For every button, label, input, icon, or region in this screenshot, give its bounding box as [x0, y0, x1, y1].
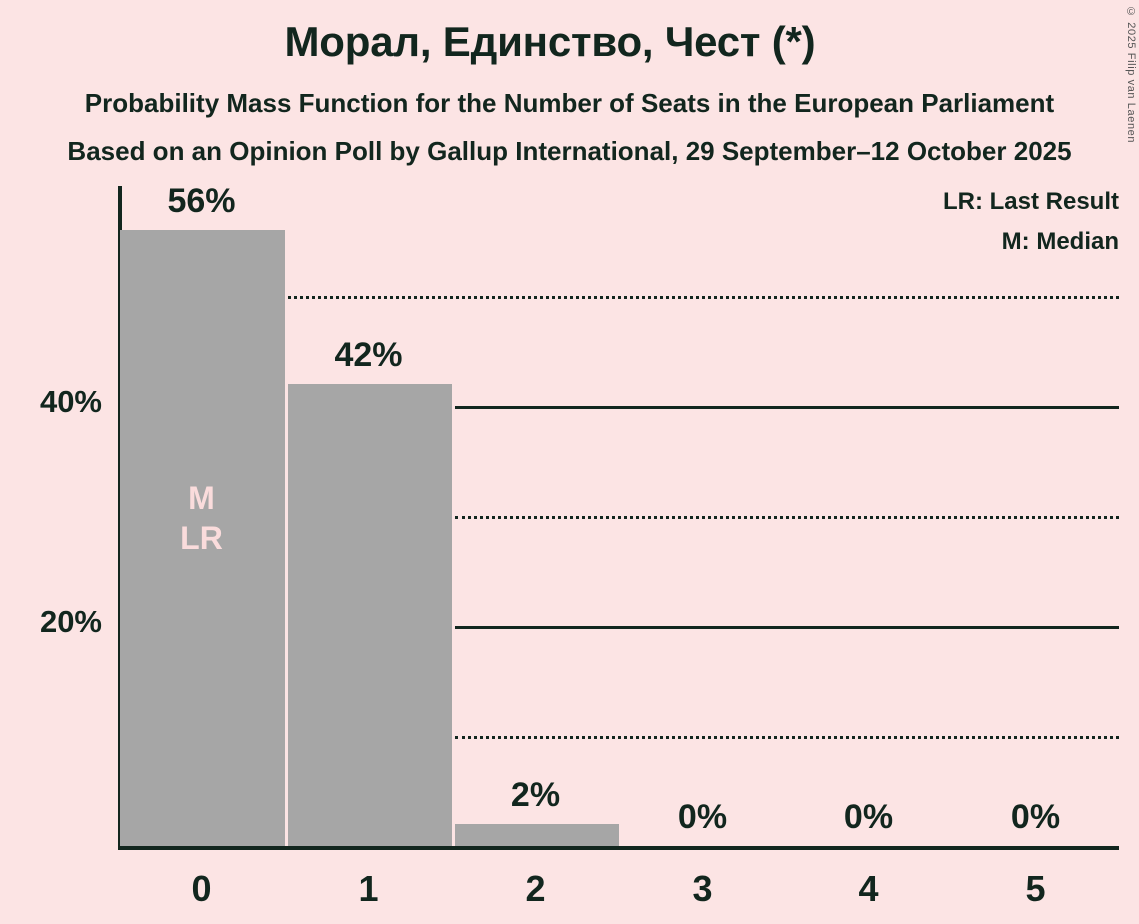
bar-value-label-2: 2%: [510, 776, 561, 814]
x-tick-1: 1: [358, 868, 379, 909]
gridline-solid-40: [455, 406, 1119, 409]
bar-value-label-4: 0%: [843, 798, 894, 836]
chart-source-line: Based on an Opinion Poll by Gallup Inter…: [67, 136, 1072, 166]
bar-value-label-1: 42%: [334, 336, 403, 374]
legend-item-last-result: LR: Last Result: [942, 188, 1119, 215]
chart-subtitle: Probability Mass Function for the Number…: [84, 88, 1055, 118]
plot-area: 56% 42% 2% 0% 0% 0% M LR: [118, 182, 1119, 850]
copyright-notice: © 2025 Filip van Laenen: [1125, 6, 1137, 144]
bar-value-label-3: 0%: [677, 798, 728, 836]
x-tick-3: 3: [692, 868, 713, 909]
bar-value-label-0: 56%: [167, 182, 236, 220]
x-tick-5: 5: [1025, 868, 1046, 909]
gridline-solid-20: [455, 626, 1119, 629]
bar-0: [120, 230, 285, 846]
y-tick-20%: 20%: [39, 604, 102, 639]
chart-title: Морал, Единство, Чест (*): [284, 18, 816, 65]
legend-item-median: M: Median: [1001, 228, 1119, 255]
bar-2: [455, 824, 619, 846]
bar-annotation-0: M LR: [180, 480, 223, 556]
bar-1: [288, 384, 452, 846]
x-tick-0: 0: [191, 868, 212, 909]
bar-value-label-5: 0%: [1010, 798, 1061, 836]
x-tick-2: 2: [525, 868, 546, 909]
x-tick-4: 4: [858, 868, 879, 909]
chart-legend: LR: Last Result M: Median: [943, 182, 1119, 262]
gridline-dotted-30: [455, 516, 1119, 519]
x-axis-line: [118, 846, 1119, 850]
y-tick-40%: 40%: [39, 384, 102, 419]
gridline-dotted-10: [455, 736, 1119, 739]
gridline-dotted-50: [288, 296, 1119, 299]
